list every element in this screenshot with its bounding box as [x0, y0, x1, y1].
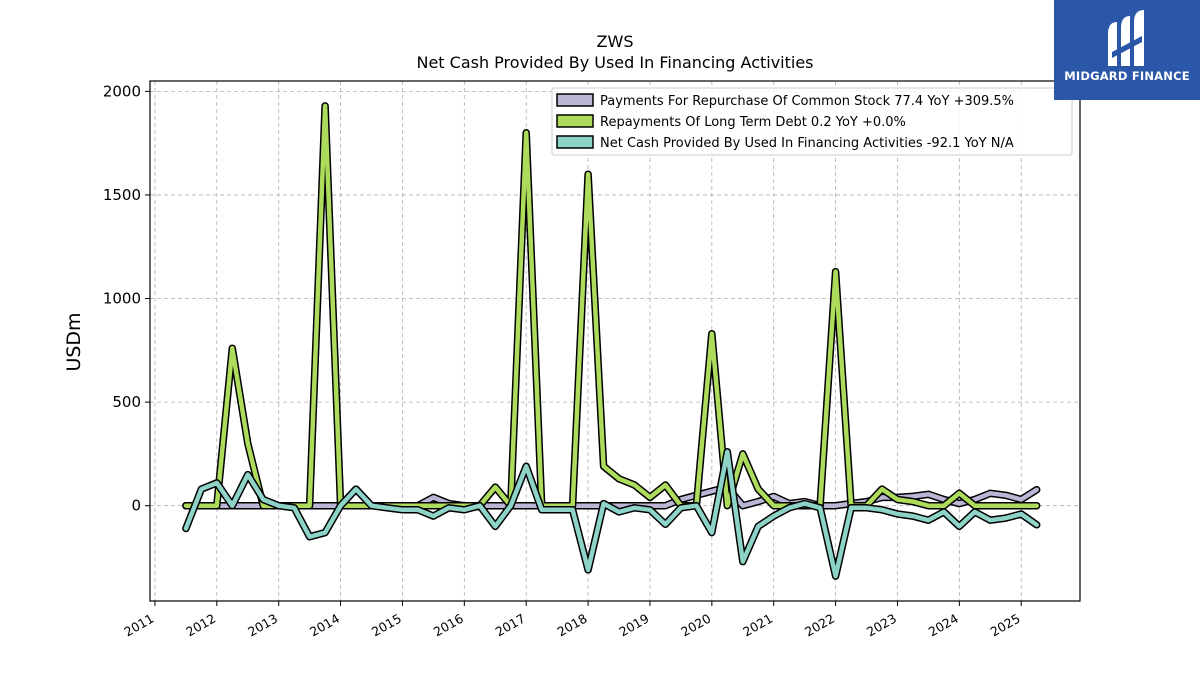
legend-label-repayments: Repayments Of Long Term Debt 0.2 YoY +0.… [600, 115, 906, 130]
y-axis-label: USDm [63, 312, 85, 371]
y-tick-label: 2000 [103, 82, 141, 100]
x-tick-label: 2013 [245, 611, 280, 640]
x-tick-label: 2014 [307, 611, 342, 640]
x-axis: 2011 2012 2013 2014 2015 2016 2017 2018 2019 2020… [121, 601, 1023, 640]
legend-label-repurchase: Payments For Repurchase Of Common Stock … [600, 94, 1014, 109]
plot-frame [149, 80, 1081, 602]
series-net-cash-line [183, 449, 1039, 579]
x-tick-label: 2018 [555, 611, 590, 640]
legend-label-net-cash: Net Cash Provided By Used In Financing A… [600, 136, 1014, 151]
legend-swatch-repayments [556, 114, 594, 128]
x-tick-label: 2024 [926, 611, 961, 640]
legend: Payments For Repurchase Of Common Stock … [551, 87, 1073, 156]
x-tick-label: 2021 [740, 611, 775, 640]
series-layer [182, 102, 1041, 580]
legend-box [551, 87, 1073, 156]
y-tick-label: 500 [112, 393, 141, 411]
grid [150, 81, 1080, 601]
x-tick-label: 2016 [431, 611, 466, 640]
x-tick-label: 2023 [864, 611, 899, 640]
series-net-cash [182, 448, 1041, 580]
midgard-logo-icon [1108, 10, 1144, 66]
y-tick-label: 1000 [103, 290, 141, 308]
series-repayments-line [183, 103, 1039, 508]
y-tick-label: 1500 [103, 186, 141, 204]
x-tick-label: 2017 [493, 611, 528, 640]
y-axis: 0 500 1000 1500 2000 [103, 82, 150, 515]
x-tick-label: 2025 [988, 611, 1023, 640]
x-tick-label: 2011 [121, 611, 156, 640]
x-tick-label: 2012 [183, 611, 218, 640]
series-repayments [182, 102, 1041, 510]
x-tick-label: 2015 [369, 611, 404, 640]
chart-title: ZWS [597, 32, 634, 51]
logo-badge: MIDGARD FINANCE [1054, 0, 1200, 100]
x-tick-label: 2019 [616, 611, 651, 640]
legend-swatch-net-cash [556, 135, 594, 149]
legend-swatch-repurchase [556, 93, 594, 107]
y-tick-label: 0 [131, 497, 141, 515]
logo-brand-text: MIDGARD FINANCE [1064, 69, 1190, 83]
x-tick-label: 2020 [678, 611, 713, 640]
x-tick-label: 2022 [802, 611, 837, 640]
chart-subtitle: Net Cash Provided By Used In Financing A… [416, 53, 813, 72]
